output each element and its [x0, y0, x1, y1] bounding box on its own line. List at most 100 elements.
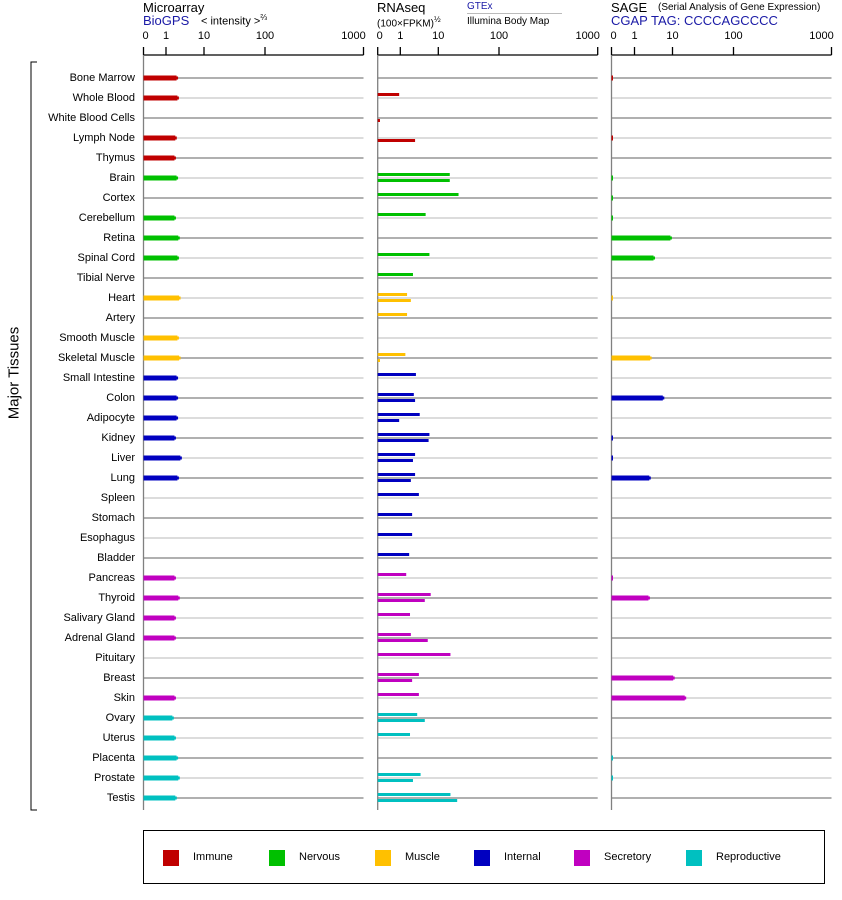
- tissue-label: Cortex: [102, 192, 135, 204]
- rnaseq-unit-exponent: ½: [433, 15, 441, 24]
- tissue-label: Small Intestine: [62, 372, 135, 384]
- microarray-bar-cap: [176, 96, 179, 100]
- sage-bar: [611, 75, 613, 81]
- sage-bar: [611, 435, 613, 441]
- tissue-label: Ovary: [105, 712, 135, 724]
- microarray-bar-cap: [178, 296, 181, 300]
- rnaseq-illumina-bar: [377, 719, 425, 722]
- microarray-bar-cap: [175, 76, 179, 80]
- microarray-title: Microarray: [143, 0, 205, 15]
- rnaseq-gtex-bar: [377, 173, 450, 176]
- tissue-label: Cerebellum: [78, 212, 135, 224]
- rnaseq-illumina-bar: [377, 599, 425, 602]
- sage-subtitle: (Serial Analysis of Gene Expression): [658, 2, 821, 13]
- microarray-bar: [143, 155, 175, 161]
- rnaseq-unit-text: (100×FPKM): [377, 18, 434, 30]
- legend-label-secretory: Secretory: [604, 851, 652, 863]
- tissue-label: Whole Blood: [72, 92, 135, 104]
- tissue-label: Thyroid: [98, 592, 135, 604]
- microarray-bar: [143, 295, 180, 301]
- rnaseq-gtex-bar: [377, 273, 413, 276]
- microarray-bar: [143, 175, 177, 181]
- microarray-bar: [143, 775, 179, 781]
- sage-bar: [611, 575, 613, 581]
- microarray-bar: [143, 575, 175, 581]
- sage-bar-cap: [661, 396, 665, 400]
- rnaseq-illumina-bar: [377, 359, 380, 362]
- tissue-label: Heart: [108, 292, 135, 304]
- rnaseq-gtex-bar: [377, 713, 418, 716]
- microarray-bar: [143, 375, 177, 381]
- sage-bar-cap: [672, 676, 675, 680]
- rnaseq-gtex-bar: [377, 793, 451, 796]
- rnaseq-illumina-bar: [377, 779, 413, 782]
- rnaseq-gtex-bar: [377, 493, 419, 496]
- rnaseq-illumina-bar: [377, 459, 413, 462]
- rnaseq-gtex-bar: [377, 573, 407, 576]
- microarray-bar-cap: [175, 756, 179, 760]
- microarray-unit-text: < intensity >: [201, 15, 261, 28]
- legend: Immune Nervous Muscle Internal Secretory Repr…: [143, 830, 825, 884]
- microarray-bar: [143, 475, 178, 481]
- tissue-label: Bladder: [97, 552, 135, 564]
- sage-bar-cap: [683, 696, 687, 700]
- tissue-label: Skin: [113, 692, 135, 704]
- microarray-bar: [143, 355, 180, 361]
- microarray-tick-label: 10: [197, 30, 211, 42]
- microarray-bar: [143, 235, 179, 241]
- tissue-label: Lymph Node: [73, 132, 135, 144]
- microarray-bar: [143, 735, 175, 741]
- rnaseq-illumina-bar: [377, 299, 411, 302]
- microarray-bar-cap: [173, 616, 176, 620]
- rnaseq-gtex-bar: [377, 393, 414, 396]
- tissue-label: Smooth Muscle: [59, 332, 135, 344]
- microarray-tick-label: 0: [142, 30, 149, 42]
- sage-bar: [611, 695, 685, 701]
- microarray-source-link[interactable]: BioGPS: [143, 13, 190, 28]
- rnaseq-tick-label: 100: [489, 30, 509, 42]
- sage-tick-label: 1: [631, 30, 638, 42]
- tissue-label: Esophagus: [79, 532, 135, 544]
- sage-tick-label: 0: [610, 30, 617, 42]
- microarray-bar: [143, 695, 175, 701]
- microarray-bar-cap: [175, 416, 179, 420]
- tissue-label: Thymus: [95, 152, 135, 164]
- sage-bar: [611, 175, 613, 181]
- sage-bar-cap: [649, 356, 652, 360]
- microarray-bar-cap: [173, 156, 176, 160]
- tissue-label: Breast: [103, 672, 135, 684]
- illumina-source-label: Illumina Body Map: [467, 16, 550, 27]
- microarray-bar-cap: [176, 336, 179, 340]
- legend-label-internal: Internal: [504, 851, 541, 863]
- legend-swatch-immune: [163, 850, 179, 866]
- tissue-label: Prostate: [94, 772, 135, 784]
- rnaseq-gtex-bar: [377, 553, 410, 556]
- tissue-label: Liver: [111, 452, 135, 464]
- gtex-source-link[interactable]: GTEx: [467, 1, 562, 14]
- rnaseq-illumina-bar: [377, 139, 416, 142]
- sage-tick-label: 1000: [809, 30, 834, 42]
- sage-bar: [611, 475, 650, 481]
- microarray-bar: [143, 395, 177, 401]
- microarray-tick-label: 1000: [341, 30, 366, 42]
- sage-bar: [611, 675, 674, 681]
- microarray-bar-cap: [179, 456, 182, 460]
- sage-bar-cap: [652, 256, 655, 260]
- rnaseq-gtex-bar: [377, 513, 413, 516]
- rnaseq-unit: (100×FPKM)½: [377, 15, 441, 29]
- legend-swatch-secretory: [574, 850, 590, 866]
- microarray-bar: [143, 455, 181, 461]
- rnaseq-tick-label: 1000: [575, 30, 600, 42]
- tissue-label: Salivary Gland: [63, 612, 135, 624]
- rnaseq-illumina-bar: [377, 639, 428, 642]
- sage-tag-link[interactable]: CGAP TAG: CCCCAGCCCC: [611, 13, 778, 28]
- microarray-bar: [143, 615, 175, 621]
- tissue-label: Retina: [103, 232, 135, 244]
- sage-bar: [611, 775, 613, 781]
- sage-bar: [611, 235, 671, 241]
- rnaseq-title: RNAseq: [377, 0, 426, 15]
- microarray-bar-cap: [176, 476, 179, 480]
- tissue-label: Pituitary: [95, 652, 135, 664]
- legend-label-reproductive: Reproductive: [716, 851, 781, 863]
- microarray-bar-cap: [175, 396, 179, 400]
